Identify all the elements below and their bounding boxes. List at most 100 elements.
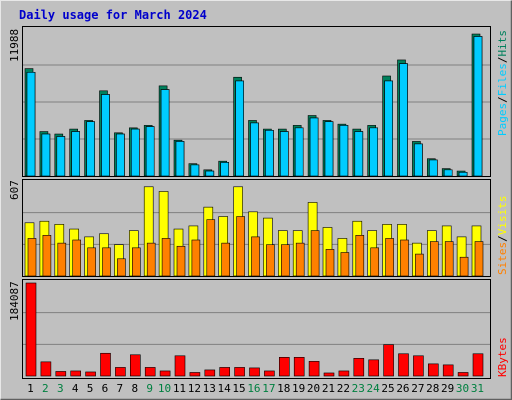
kbytes-bar [40,361,52,377]
day-label: 10 [158,382,171,395]
day-label: 21 [322,382,335,395]
pages-bar [309,117,319,177]
legend-entry: Hits [496,30,509,57]
day-label: 11 [173,382,186,395]
kbytes-bar [55,371,67,377]
day-label: 30 [456,382,469,395]
pages-bar [41,133,51,177]
sites-bar [132,247,141,277]
kbytes-bar [338,370,350,377]
day-label: 6 [102,382,109,395]
kbytes-bar [383,344,394,377]
day-label: 9 [146,382,153,395]
kbytes-bar [234,367,245,377]
kbytes-bar [159,370,171,377]
kbytes-bar [457,372,469,377]
kbytes-bar [278,357,290,377]
sites-bar [251,236,260,277]
sites-bar [42,235,52,277]
legend-entry: Visits [496,196,509,236]
kbytes-bar [293,357,305,377]
day-label: 18 [277,382,290,395]
kbytes-bar [219,367,230,377]
pages-bar [294,127,304,177]
kbytes-bar [70,370,81,377]
sites-bar [176,245,186,277]
kbytes-bar [144,367,156,377]
pages-bar [384,80,393,177]
day-label: 15 [232,382,245,395]
day-labels: 1 2 3 4 5 6 7 8 9 10 11 12 13 14 15 16 17 18 19 20 21 22 23 24 2… [27,382,484,395]
pages-bar [354,131,364,177]
kbytes-bar [189,372,201,377]
sites-bar [161,238,171,277]
kbytes-bar [25,282,37,377]
kbytes-bar [323,372,335,377]
sites-bar [266,244,275,277]
day-label: 8 [131,382,138,395]
pages-bar [428,159,438,177]
legend-entry: / [496,57,509,64]
kbytes-bar [472,353,484,377]
pages-bar [131,128,140,177]
day-label: 17 [262,382,275,395]
pages-bar [56,136,66,177]
day-label: 5 [87,382,94,395]
day-label: 7 [117,382,124,395]
day-label: 27 [411,382,424,395]
legend-entry: KBytes [496,337,509,377]
legend-entry: / [496,96,509,103]
sites-bar [117,258,126,277]
day-label: 24 [367,382,381,395]
pages-bar [473,36,483,177]
kbytes-bar [368,359,380,377]
kbytes-bar [249,367,260,377]
chart-title: Daily usage for March 2024 [19,8,207,22]
pages-bar [26,71,36,177]
hits-legend: Pages/Files/Hits [496,30,509,136]
day-label: 25 [381,382,394,395]
sites-bar [221,242,230,277]
pages-bar [205,170,215,177]
legend-entry: Sites [496,242,509,275]
sites-bar [206,219,216,277]
visits-ymax-label: 607 [8,180,21,200]
sites-bar [27,238,37,277]
kbytes-bar [85,371,96,377]
legend-entry: Pages [496,103,509,136]
sites-bar [102,247,111,277]
pages-bar [458,171,468,177]
day-label: 26 [396,382,409,395]
kbytes-legend: KBytes [496,337,509,377]
day-label: 4 [72,382,79,395]
sites-bar [459,256,469,277]
sites-bar [72,239,81,277]
day-label: 1 [27,382,34,395]
sites-bar [355,235,365,277]
sites-bar [236,216,245,277]
sites-bar [415,253,424,277]
legend-entry: Files [496,63,509,96]
day-label: 12 [188,382,201,395]
pages-bar [414,143,423,177]
day-label: 19 [292,382,305,395]
pages-bar [101,94,110,177]
kbytes-bars [23,282,490,377]
kbytes-bar [174,355,186,377]
kbytes-bar [130,354,141,377]
day-label: 31 [471,382,484,395]
day-label: 3 [57,382,64,395]
kbytes-bar [427,363,439,377]
pages-bar [443,169,453,177]
pages-bar [235,80,244,177]
kbytes-bar [264,370,275,377]
sites-bar [429,241,439,277]
pages-bar [160,89,170,177]
kbytes-bar [353,358,365,377]
day-label: 14 [218,382,232,395]
day-label: 13 [203,382,216,395]
visits-legend: Sites/Visits [496,196,509,276]
legend-entry: / [496,235,509,242]
day-label: 22 [337,382,350,395]
